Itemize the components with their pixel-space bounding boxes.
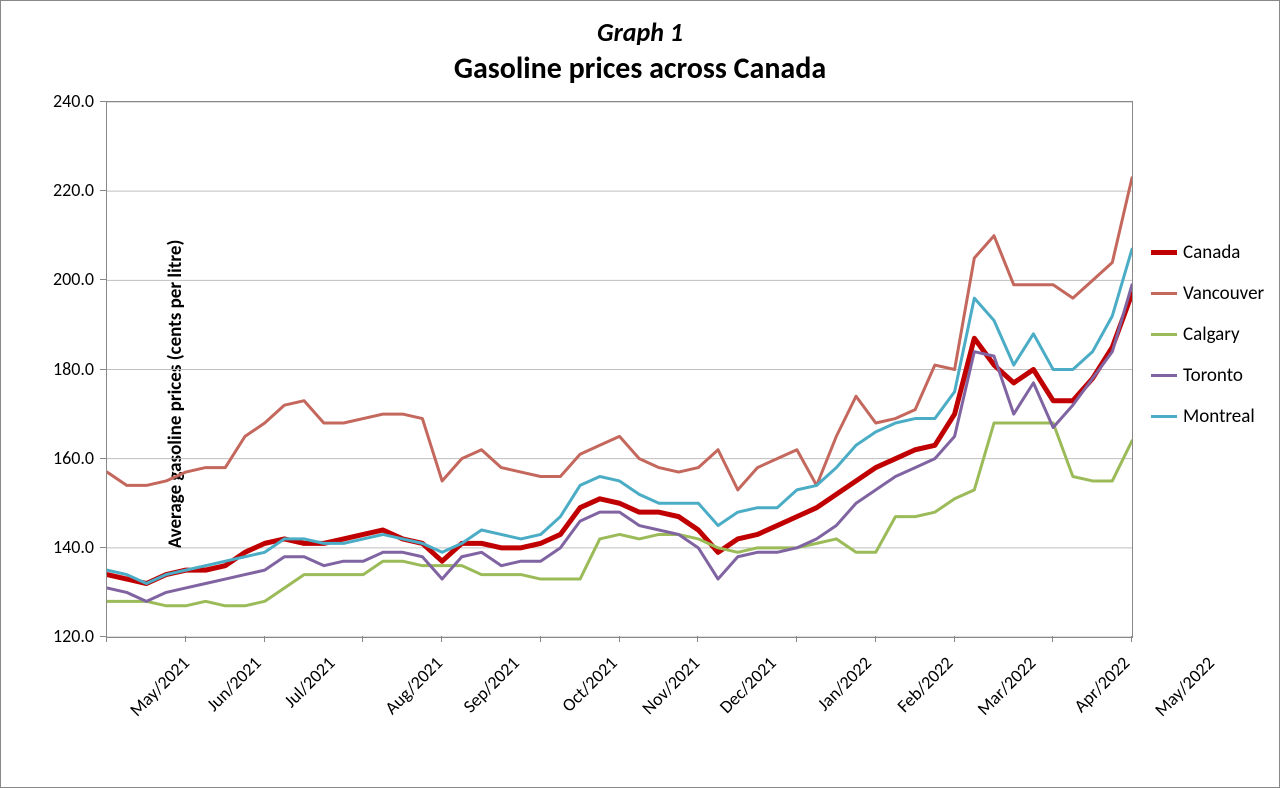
- x-tick-label: May/2022: [1150, 652, 1219, 721]
- legend-swatch: [1151, 292, 1177, 295]
- x-tick-label: Jun/2021: [202, 652, 266, 716]
- x-tick-label: Nov/2021: [637, 652, 704, 719]
- x-tick-label: Aug/2021: [380, 652, 447, 719]
- chart-svg: [107, 102, 1132, 637]
- x-tick-label: Feb/2022: [892, 652, 957, 717]
- legend-label: Montreal: [1183, 405, 1255, 428]
- x-tick-mark: [1131, 636, 1132, 642]
- legend-swatch: [1151, 333, 1177, 336]
- y-tick-label: 180.0: [44, 358, 94, 380]
- x-tick-label: May/2021: [125, 652, 194, 721]
- x-tick-label: Oct/2021: [557, 652, 621, 716]
- x-tick-mark: [540, 636, 541, 642]
- plot-area: [106, 101, 1133, 638]
- legend: Canada Vancouver Calgary Toronto Montreal: [1151, 241, 1264, 446]
- y-tick-mark: [100, 279, 106, 280]
- x-tick-label: Jul/2021: [279, 652, 339, 712]
- x-tick-mark: [106, 636, 107, 642]
- series-line-vancouver: [107, 178, 1132, 490]
- x-tick-label: Dec/2021: [715, 652, 781, 718]
- title-block: Graph 1 Gasoline prices across Canada: [1, 16, 1279, 87]
- y-tick-label: 200.0: [44, 268, 94, 290]
- y-tick-label: 120.0: [44, 625, 94, 647]
- legend-item-canada: Canada: [1151, 241, 1264, 264]
- y-tick-label: 160.0: [44, 447, 94, 469]
- y-tick-label: 240.0: [44, 90, 94, 112]
- x-tick-mark: [362, 636, 363, 642]
- y-tick-label: 220.0: [44, 179, 94, 201]
- legend-label: Vancouver: [1183, 282, 1264, 305]
- chart-container: Graph 1 Gasoline prices across Canada Av…: [0, 0, 1280, 788]
- y-tick-mark: [100, 101, 106, 102]
- x-tick-mark: [619, 636, 620, 642]
- x-tick-mark: [441, 636, 442, 642]
- legend-item-toronto: Toronto: [1151, 364, 1264, 387]
- x-tick-label: Mar/2022: [972, 652, 1040, 720]
- y-tick-mark: [100, 369, 106, 370]
- legend-swatch: [1151, 374, 1177, 377]
- y-tick-mark: [100, 458, 106, 459]
- x-tick-mark: [875, 636, 876, 642]
- x-tick-mark: [1052, 636, 1053, 642]
- y-tick-mark: [100, 190, 106, 191]
- graph-label: Graph 1: [1, 16, 1279, 48]
- chart-title: Gasoline prices across Canada: [1, 50, 1279, 87]
- x-tick-mark: [264, 636, 265, 642]
- x-tick-label: Apr/2022: [1070, 652, 1135, 717]
- x-tick-mark: [954, 636, 955, 642]
- legend-item-vancouver: Vancouver: [1151, 282, 1264, 305]
- legend-swatch: [1151, 415, 1177, 418]
- x-tick-mark: [796, 636, 797, 642]
- legend-item-calgary: Calgary: [1151, 323, 1264, 346]
- x-tick-mark: [185, 636, 186, 642]
- legend-label: Calgary: [1183, 323, 1240, 346]
- y-tick-label: 140.0: [44, 536, 94, 558]
- series-line-calgary: [107, 423, 1132, 606]
- legend-label: Canada: [1183, 241, 1240, 264]
- x-tick-mark: [697, 636, 698, 642]
- x-tick-label: Jan/2022: [813, 652, 876, 715]
- y-tick-mark: [100, 547, 106, 548]
- legend-label: Toronto: [1183, 364, 1243, 387]
- legend-swatch: [1151, 250, 1177, 255]
- x-tick-label: Sep/2021: [459, 652, 524, 717]
- legend-item-montreal: Montreal: [1151, 405, 1264, 428]
